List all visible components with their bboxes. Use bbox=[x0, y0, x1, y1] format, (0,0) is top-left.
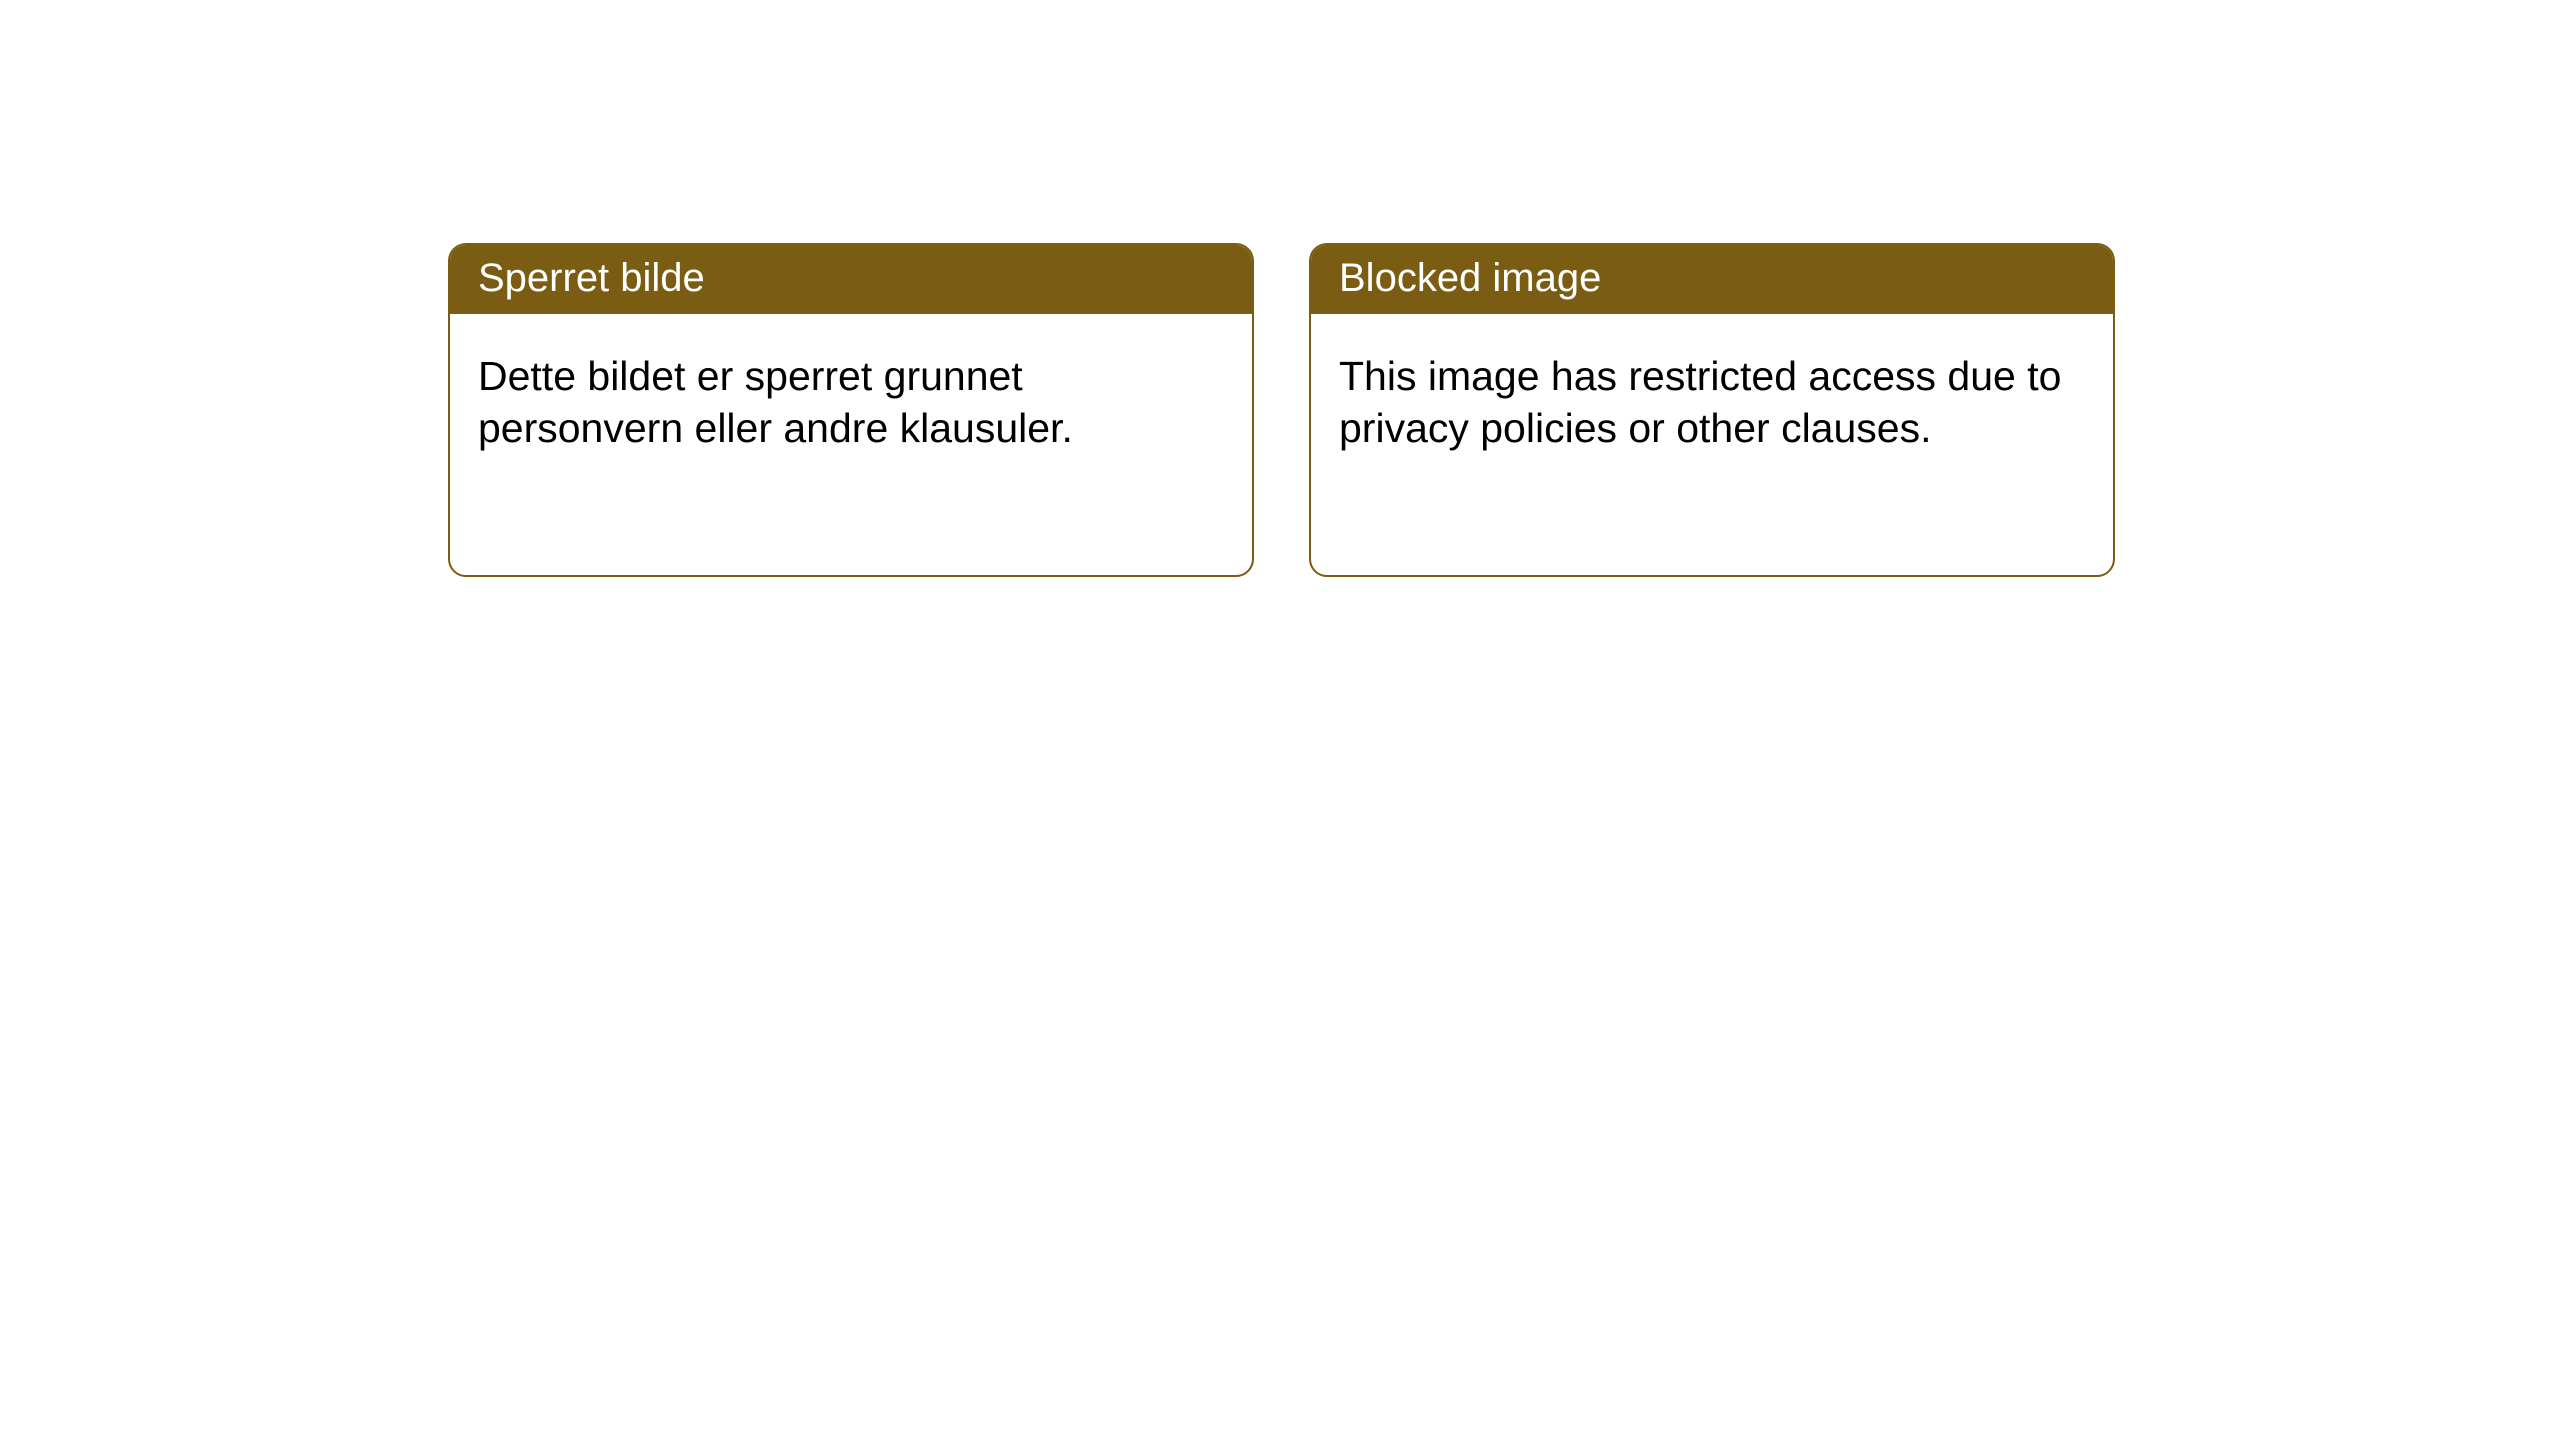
notice-container: Sperret bilde Dette bildet er sperret gr… bbox=[0, 0, 2560, 577]
card-body: This image has restricted access due to … bbox=[1311, 314, 2113, 483]
card-body: Dette bildet er sperret grunnet personve… bbox=[450, 314, 1252, 483]
blocked-image-card-no: Sperret bilde Dette bildet er sperret gr… bbox=[448, 243, 1254, 577]
card-header: Blocked image bbox=[1311, 245, 2113, 314]
blocked-image-card-en: Blocked image This image has restricted … bbox=[1309, 243, 2115, 577]
card-header: Sperret bilde bbox=[450, 245, 1252, 314]
